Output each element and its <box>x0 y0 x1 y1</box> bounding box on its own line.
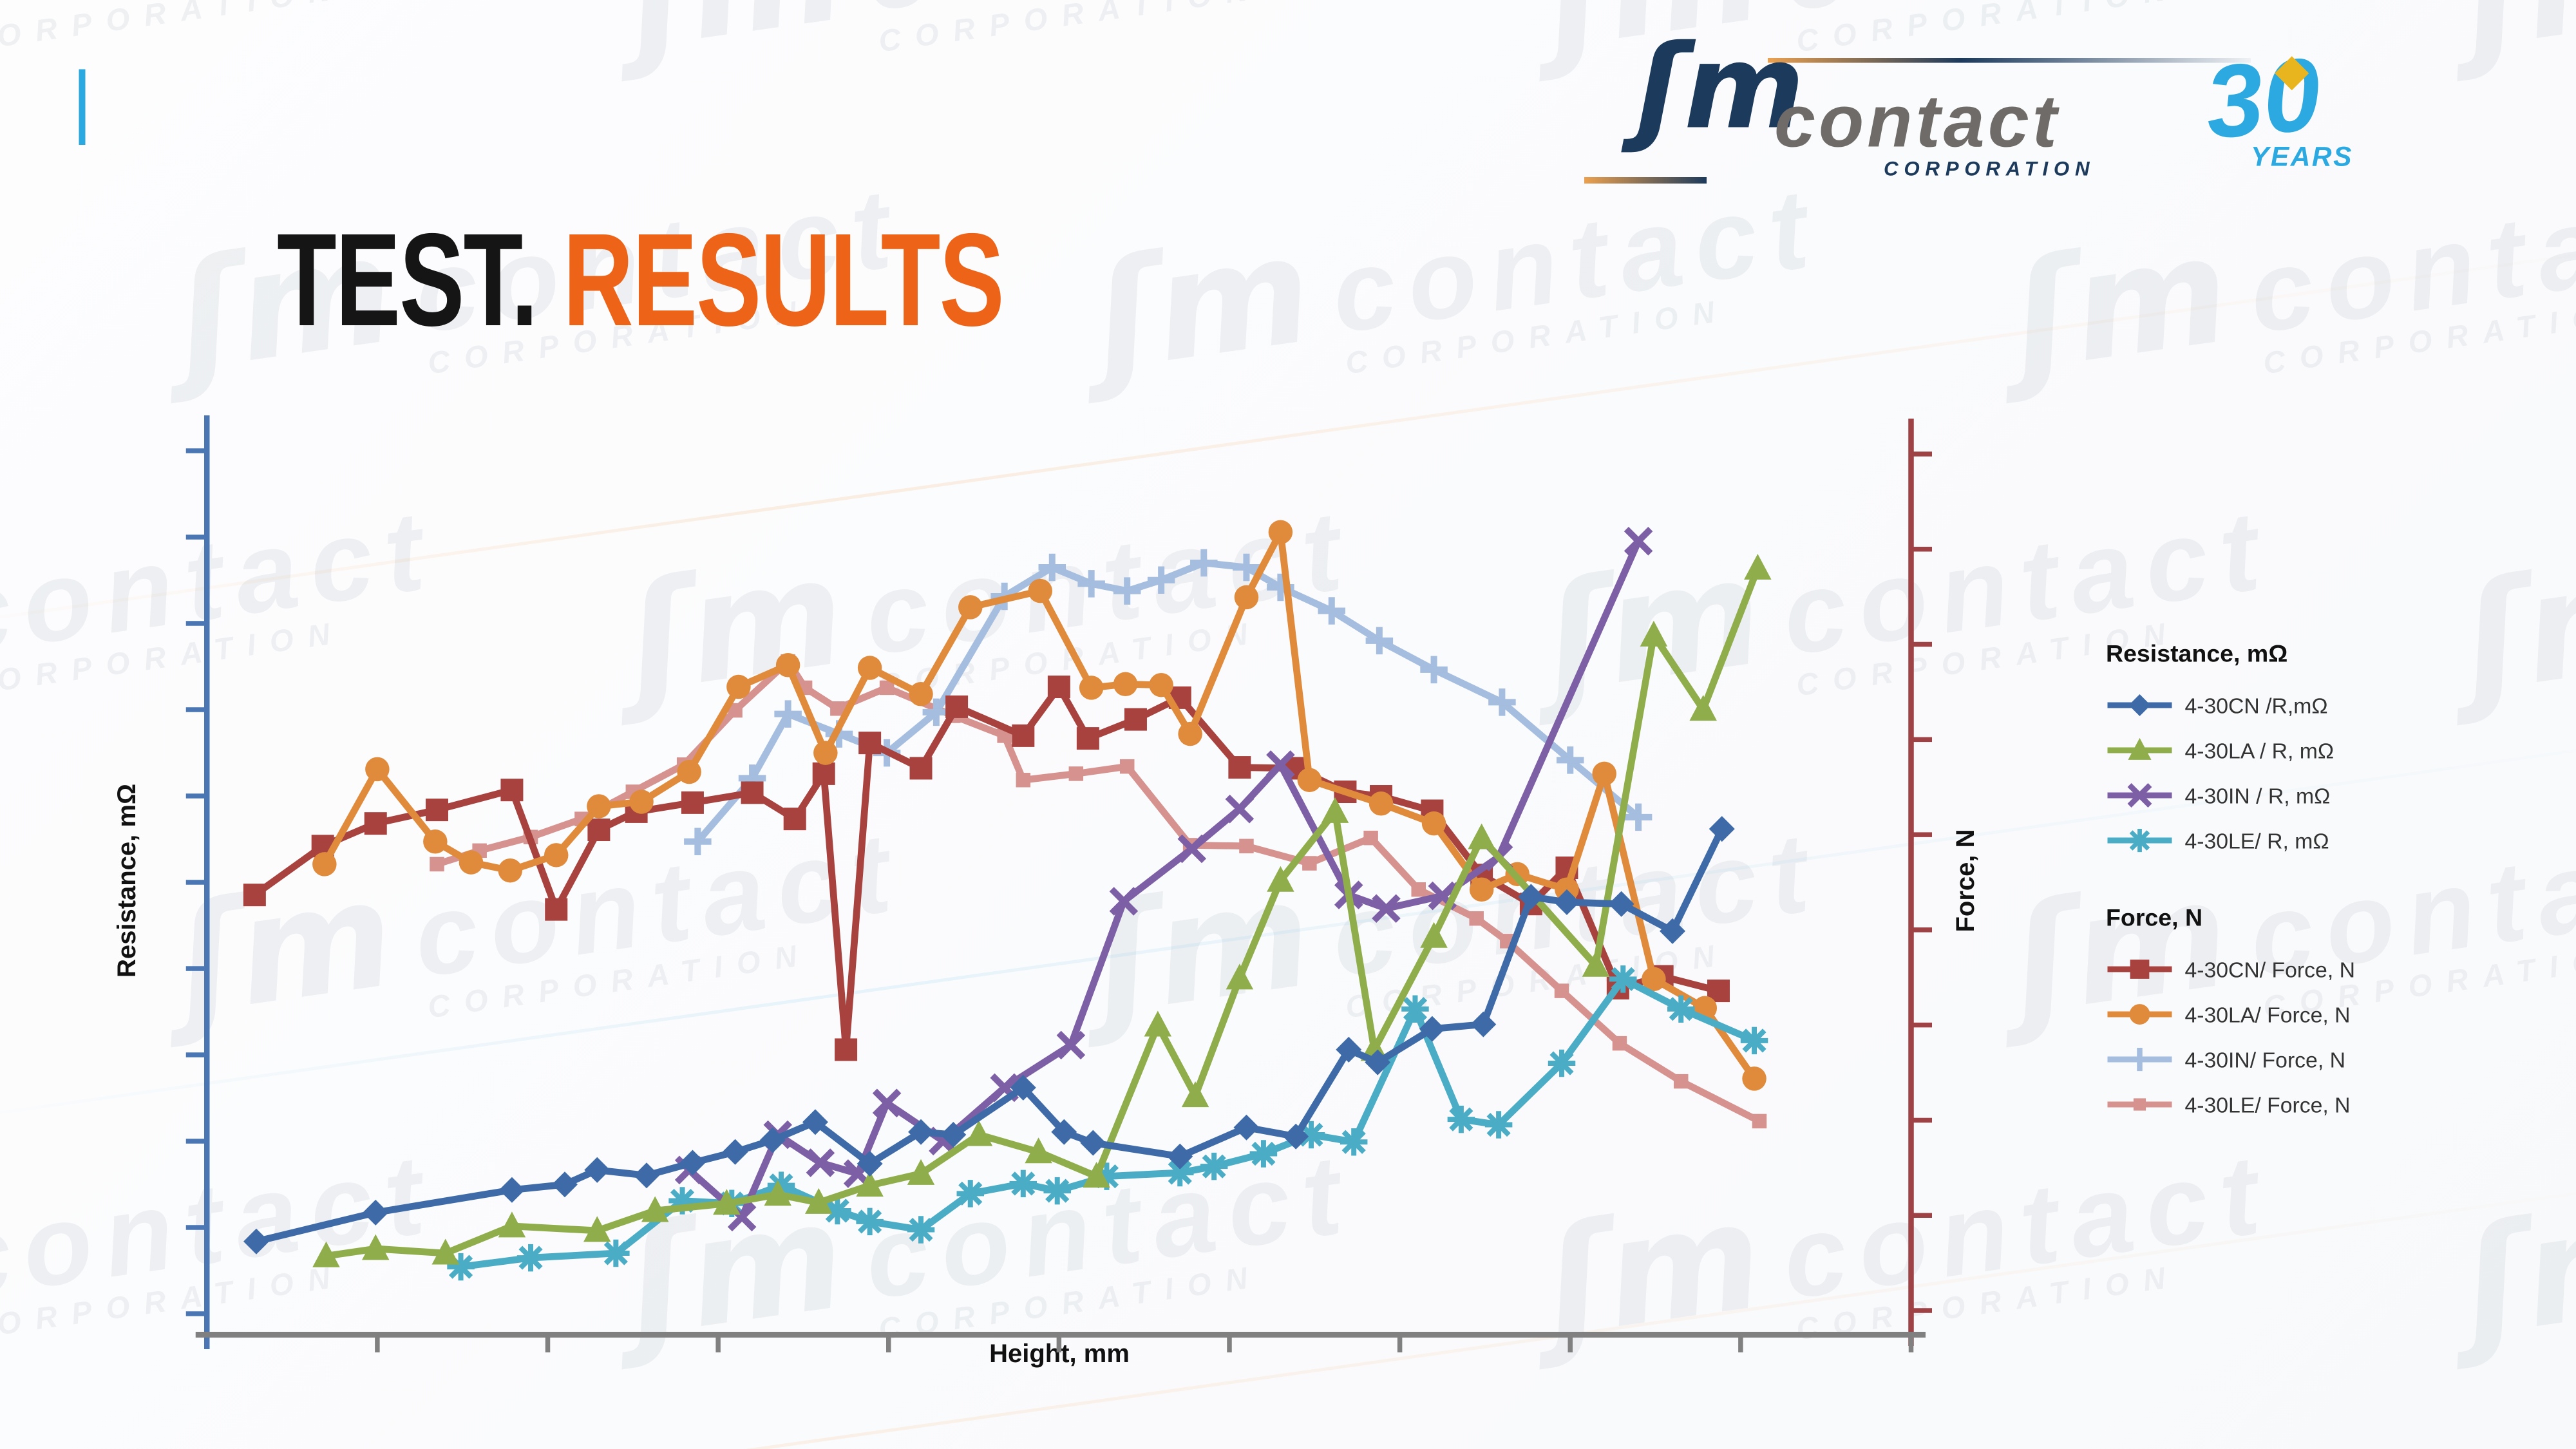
legend-item-label: 4-30IN / R, mΩ <box>2184 783 2331 808</box>
legend-item-label: 4-30CN/ Force, N <box>2184 957 2355 981</box>
legend-group-header: Resistance, mΩ <box>2106 641 2288 668</box>
legend-item: 4-30LE/ R, mΩ <box>2106 818 2508 863</box>
legend-marker-icon <box>2107 1047 2172 1072</box>
legend-marker-icon <box>2107 828 2172 853</box>
legend-item: 4-30CN /R,mΩ <box>2106 683 2508 728</box>
page-title-black: TEST. <box>277 207 538 355</box>
chart-legend: Resistance, mΩ 4-30CN /R,mΩ 4-30LA / R, mΩ… <box>2106 641 2508 1169</box>
legend-marker-icon <box>2107 960 2172 979</box>
page-title: TEST. RESULTS <box>277 206 1005 357</box>
legend-item-label: 4-30LA/ Force, N <box>2184 1002 2351 1027</box>
legend-item-label: 4-30CN /R,mΩ <box>2184 693 2328 717</box>
legend-marker-icon <box>2107 783 2172 808</box>
title-accent-bar <box>79 69 86 145</box>
legend-item: 4-30LA/ Force, N <box>2106 992 2508 1037</box>
y-right-axis-label: Force, N <box>1953 829 1981 933</box>
anniversary-years-text: YEARS <box>2251 142 2353 173</box>
legend-group: Force, N 4-30CN/ Force, N 4-30LA/ Force, N… <box>2106 905 2508 1127</box>
legend-marker-icon <box>2107 1098 2172 1111</box>
legend-item-label: 4-30LA / R, mΩ <box>2184 738 2334 762</box>
legend-item: 4-30LE/ Force, N <box>2106 1082 2508 1127</box>
legend-item-label: 4-30LE/ Force, N <box>2184 1092 2351 1117</box>
page-title-orange: RESULTS <box>563 207 1005 355</box>
legend-group-header: Force, N <box>2106 905 2203 933</box>
logo-speedline-icon <box>1768 58 2251 63</box>
legend-item: 4-30IN/ Force, N <box>2106 1037 2508 1082</box>
legend-item: 4-30CN/ Force, N <box>2106 947 2508 992</box>
legend-marker-icon <box>2107 1004 2172 1025</box>
legend-marker-icon <box>2107 694 2172 716</box>
chart-plot-area <box>185 415 1932 1352</box>
sm-logo-icon: ʃm <box>1636 19 1805 155</box>
series-4-30la-force-n <box>312 520 1766 1091</box>
y-left-axis-label: Resistance, mΩ <box>114 783 142 978</box>
series-4-30in-r-m- <box>674 527 1653 1232</box>
legend-item-label: 4-30LE/ R, mΩ <box>2184 828 2329 853</box>
series-4-30le-r-m- <box>447 965 1768 1281</box>
logo-speedline-icon <box>1584 177 1707 184</box>
sm-contact-logo: ʃm contact CORPORATION 30 YEARS <box>1584 29 2418 203</box>
logo-contact-text: contact <box>1774 79 2060 163</box>
legend-item-label: 4-30IN/ Force, N <box>2184 1047 2345 1072</box>
legend-group: Resistance, mΩ 4-30CN /R,mΩ 4-30LA / R, mΩ… <box>2106 641 2508 863</box>
legend-marker-icon <box>2107 737 2172 760</box>
logo-corporation-text: CORPORATION <box>1884 158 2096 180</box>
legend-item: 4-30LA / R, mΩ <box>2106 728 2508 773</box>
series-4-30la-r-m- <box>312 553 1772 1267</box>
series-4-30in-force-n <box>684 549 1653 856</box>
series-4-30cn-r-m- <box>243 816 1735 1255</box>
legend-item: 4-30IN / R, mΩ <box>2106 773 2508 818</box>
